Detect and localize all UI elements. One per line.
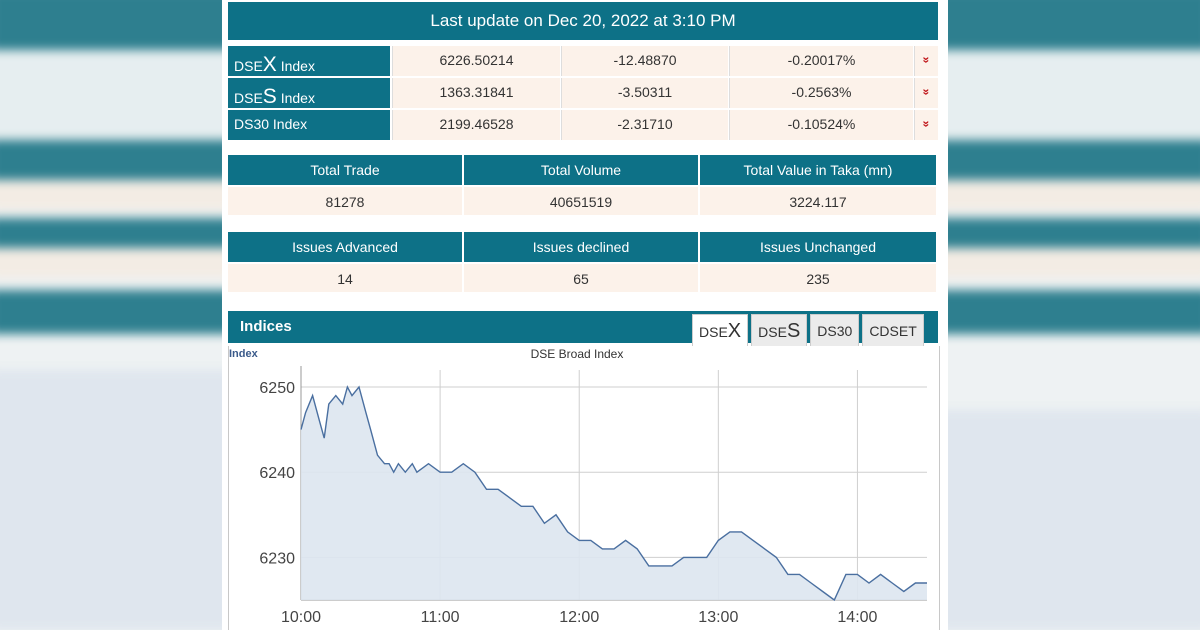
index-name[interactable]: DSES Index — [228, 78, 390, 108]
index-table: DSEX Index 6226.50214 -12.48870 -0.20017… — [228, 46, 938, 142]
tab-cdset[interactable]: CDSET — [862, 314, 924, 346]
issues-advanced-value: 14 — [228, 262, 464, 292]
market-stats-table: Total Trade Total Volume Total Value in … — [228, 155, 938, 215]
index-row-dsex: DSEX Index 6226.50214 -12.48870 -0.20017… — [228, 46, 938, 76]
index-value: 6226.50214 — [392, 46, 560, 76]
y-tick-label: 6250 — [259, 380, 295, 397]
x-tick-label: 13:00 — [698, 609, 738, 626]
index-chart-area: Index DSE Broad Index 6230 6240 6250 10:00 11:… — [222, 346, 948, 630]
x-tick-label: 12:00 — [559, 609, 599, 626]
index-tabs: DSEX DSES DS30 CDSET — [692, 314, 927, 348]
y-tick-label: 6240 — [259, 465, 295, 482]
index-change-percent: -0.20017% — [729, 46, 913, 76]
y-tick-label: 6230 — [259, 550, 295, 567]
background-left — [0, 0, 222, 630]
index-change-percent: -0.2563% — [729, 78, 913, 108]
issues-declined-header: Issues declined — [464, 232, 700, 262]
issues-stats-table: Issues Advanced Issues declined Issues U… — [228, 232, 938, 292]
index-change: -12.48870 — [561, 46, 728, 76]
series-line — [300, 385, 927, 602]
total-trade-value: 81278 — [228, 185, 464, 215]
index-value: 1363.31841 — [392, 78, 560, 108]
total-value-value: 3224.117 — [700, 185, 938, 215]
tab-ds30[interactable]: DS30 — [810, 314, 860, 346]
index-change: -3.50311 — [561, 78, 728, 108]
index-name[interactable]: DSEX Index — [228, 46, 390, 76]
tab-dsex[interactable]: DSEX — [692, 314, 749, 348]
market-panel: Last update on Dec 20, 2022 at 3:10 PM D… — [222, 0, 948, 630]
background-right — [948, 0, 1200, 630]
index-change: -2.31710 — [561, 110, 728, 140]
x-tick-label: 11:00 — [421, 609, 460, 626]
double-chevron-down-icon: » — [914, 110, 938, 140]
index-value: 2199.46528 — [392, 110, 560, 140]
chart-title: DSE Broad Index — [531, 347, 624, 361]
x-tick-label: 14:00 — [837, 609, 877, 626]
total-volume-header: Total Volume — [464, 155, 700, 185]
x-tick-label: 10:00 — [281, 609, 321, 626]
index-chart: Index DSE Broad Index 6230 6240 6250 10:00 11:… — [229, 347, 927, 626]
issues-unchanged-value: 235 — [700, 262, 938, 292]
issues-unchanged-header: Issues Unchanged — [700, 232, 938, 262]
last-update-banner: Last update on Dec 20, 2022 at 3:10 PM — [228, 2, 938, 40]
index-change-percent: -0.10524% — [729, 110, 913, 140]
issues-advanced-header: Issues Advanced — [228, 232, 464, 262]
series-area — [301, 387, 927, 600]
y-axis-label: Index — [229, 348, 259, 360]
index-name[interactable]: DS30 Index — [228, 110, 390, 140]
index-row-dses: DSES Index 1363.31841 -3.50311 -0.2563% … — [228, 78, 938, 108]
total-value-header: Total Value in Taka (mn) — [700, 155, 938, 185]
double-chevron-down-icon: » — [914, 78, 938, 108]
total-volume-value: 40651519 — [464, 185, 700, 215]
tab-dses[interactable]: DSES — [751, 314, 808, 346]
chart-frame: Index DSE Broad Index 6230 6240 6250 10:00 11:… — [228, 346, 940, 630]
index-row-ds30: DS30 Index 2199.46528 -2.31710 -0.10524%… — [228, 110, 938, 140]
double-chevron-down-icon: » — [914, 46, 938, 76]
issues-declined-value: 65 — [464, 262, 700, 292]
total-trade-header: Total Trade — [228, 155, 464, 185]
